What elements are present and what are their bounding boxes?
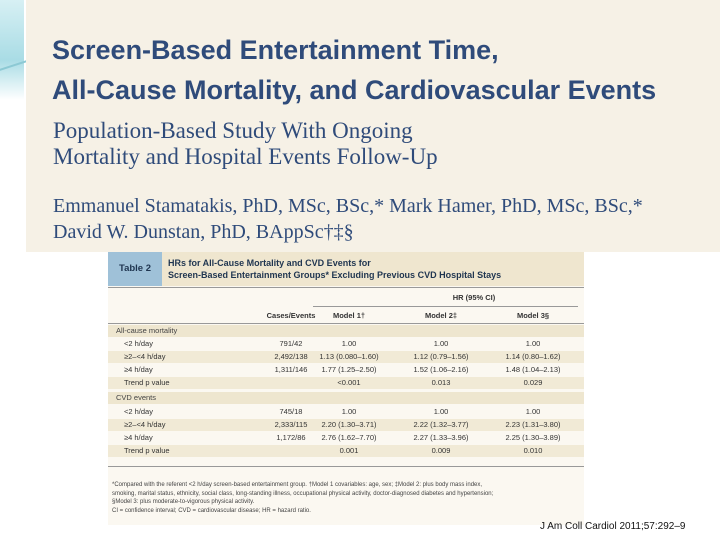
paper-authors-line-2: David W. Dunstan, PhD, BAppSc†‡§ [53,221,354,243]
journal-citation: J Am Coll Cardiol 2011;57:292–9 [540,521,686,532]
row-model-3: 1.00 [525,407,541,416]
row-cases: 2,492/138 [274,352,308,361]
table-label: Table 2 [108,252,162,286]
row-model-2: 1.12 (0.79–1.56) [413,352,469,361]
table-row: ≥4 h/day 1,172/86 2.76 (1.62–7.70) 2.27 … [108,432,584,444]
paper-header-card [26,0,720,252]
row-label: <2 h/day [124,339,153,348]
slide-accent-strip [0,0,24,100]
column-header-model-1: Model 1† [332,311,366,320]
row-model-2: 2.27 (1.33–3.96) [413,433,469,442]
row-model-3: 1.00 [525,339,541,348]
table-row: <2 h/day 791/42 1.00 1.00 1.00 [108,338,584,350]
row-model-1: 1.00 [341,339,357,348]
row-cases: 745/18 [279,407,303,416]
row-label: ≥2–<4 h/day [124,352,166,361]
row-model-3: 0.010 [523,446,543,455]
column-header-cases: Cases/Events [266,311,316,320]
paper-subtitle-line-2: Mortality and Hospital Events Follow-Up [53,144,438,169]
row-model-3: 2.25 (1.30–3.89) [505,433,561,442]
table-row: ≥2–<4 h/day 2,333/115 2.20 (1.30–3.71) 2… [108,419,584,431]
row-model-2: 2.22 (1.32–3.77) [413,420,469,429]
row-model-3: 1.14 (0.80–1.62) [505,352,561,361]
row-model-3: 1.48 (1.04–2.13) [505,365,561,374]
row-model-1: 0.001 [339,446,359,455]
row-model-3: 0.029 [523,378,543,387]
table-row: Trend p value 0.001 0.009 0.010 [108,445,584,457]
row-cases: 791/42 [279,339,303,348]
group-label-mortality: All-cause mortality [116,326,178,335]
footnote-line: §Model 3: plus moderate-to-vigorous phys… [112,499,255,506]
row-model-2: 1.00 [433,339,449,348]
table-row: <2 h/day 745/18 1.00 1.00 1.00 [108,406,584,418]
results-table: Table 2 HRs for All-Cause Mortality and … [108,252,584,525]
row-cases: 1,311/146 [274,365,308,374]
row-model-1: 1.13 (0.080–1.60) [319,352,379,361]
paper-title: Screen-Based Entertainment Time, All-Cau… [52,30,656,110]
hr-column-group-header: HR (95% CI) [452,293,496,302]
row-model-2: 0.009 [431,446,451,455]
row-label: Trend p value [124,378,170,387]
paper-authors-line-1: Emmanuel Stamatakis, PhD, MSc, BSc,* Mar… [53,195,643,217]
paper-authors: Emmanuel Stamatakis, PhD, MSc, BSc,* Mar… [53,193,643,245]
row-model-2: 1.52 (1.06–2.16) [413,365,469,374]
paper-title-line-2: All-Cause Mortality, and Cardiovascular … [52,75,657,105]
footnote-line: smoking, marital status, ethnicity, soci… [112,490,494,497]
row-label: ≥4 h/day [124,365,153,374]
table-caption: HRs for All-Cause Mortality and CVD Even… [168,257,501,281]
group-label-cvd: CVD events [116,393,157,402]
paper-title-line-1: Screen-Based Entertainment Time, [52,35,499,65]
table-row: ≥2–<4 h/day 2,492/138 1.13 (0.080–1.60) … [108,351,584,363]
row-model-1: 2.76 (1.62–7.70) [321,433,377,442]
table-rule [108,323,584,324]
row-model-2: 1.00 [433,407,449,416]
row-label: <2 h/day [124,407,153,416]
table-rule [108,287,584,288]
table-rule [108,466,584,467]
group-band-cvd: CVD events [108,392,584,404]
row-cases: 1,172/86 [276,433,306,442]
row-cases: 2,333/115 [274,420,308,429]
column-header-model-3: Model 3§ [516,311,550,320]
row-model-2: 0.013 [431,378,451,387]
row-label: Trend p value [124,446,170,455]
group-band-mortality: All-cause mortality [108,325,584,337]
footnote-line: CI = confidence interval; CVD = cardiova… [112,508,311,515]
column-header-model-2: Model 2‡ [424,311,458,320]
row-label: ≥2–<4 h/day [124,420,166,429]
table-row: Trend p value <0.001 0.013 0.029 [108,377,584,389]
table-footnotes: *Compared with the referent <2 h/day scr… [112,481,582,516]
row-model-3: 2.23 (1.31–3.80) [505,420,561,429]
row-model-1: <0.001 [337,378,361,387]
row-model-1: 2.20 (1.30–3.71) [321,420,377,429]
table-row: ≥4 h/day 1,311/146 1.77 (1.25–2.50) 1.52… [108,364,584,376]
paper-subtitle-line-1: Population-Based Study With Ongoing [53,118,413,143]
row-model-1: 1.00 [341,407,357,416]
table-header-band: Table 2 HRs for All-Cause Mortality and … [108,252,584,286]
paper-subtitle: Population-Based Study With Ongoing Mort… [53,118,438,170]
row-model-1: 1.77 (1.25–2.50) [321,365,377,374]
table-caption-line-1: HRs for All-Cause Mortality and CVD Even… [168,258,371,268]
row-label: ≥4 h/day [124,433,153,442]
footnote-line: *Compared with the referent <2 h/day scr… [112,482,483,488]
table-caption-line-2: Screen-Based Entertainment Groups* Exclu… [168,270,502,280]
hr-header-rule [313,306,578,307]
